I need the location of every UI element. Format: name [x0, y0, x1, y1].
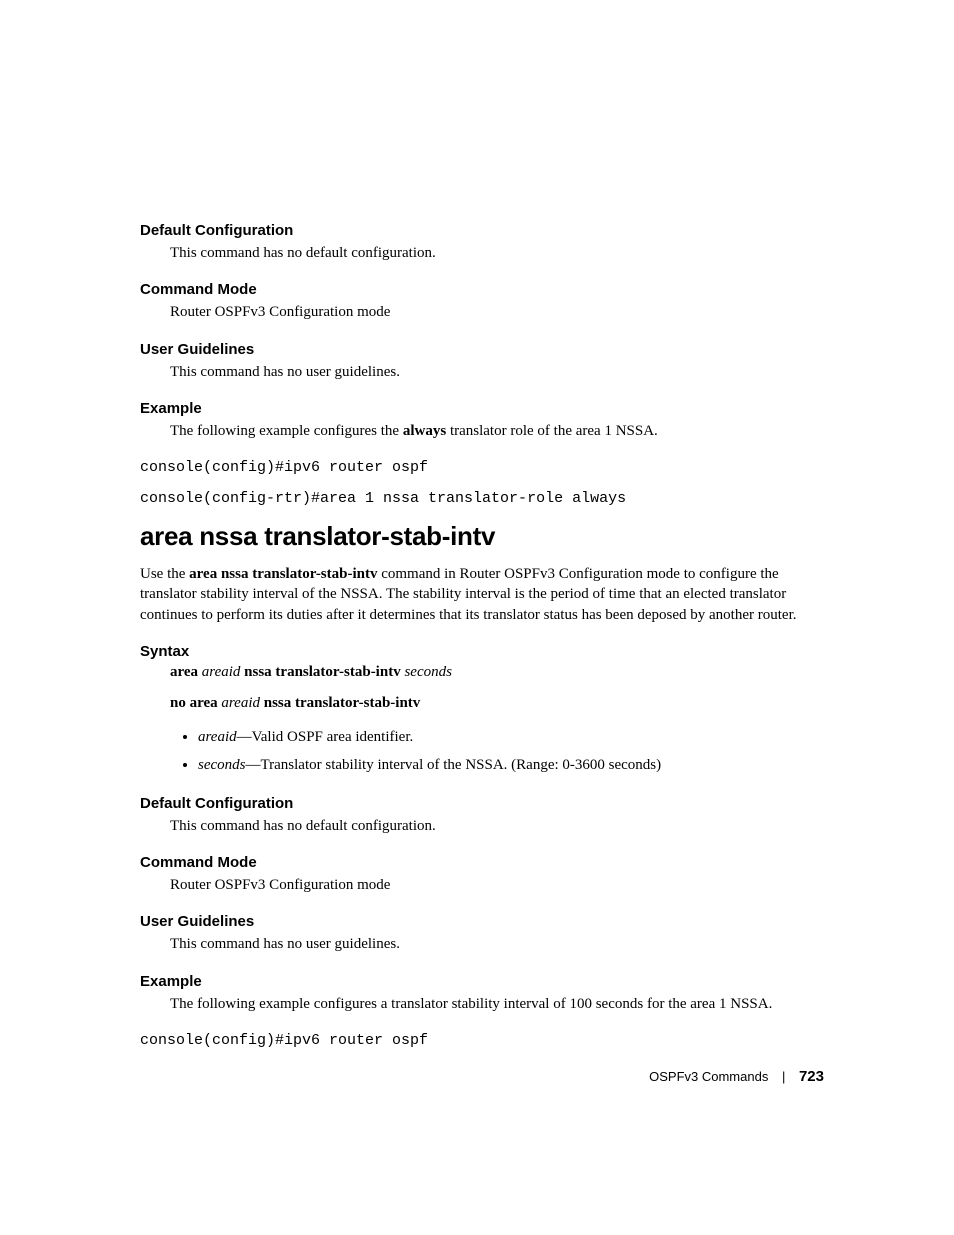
syntax2-b1: no area — [170, 695, 221, 711]
heading-command-mode-2: Command Mode — [140, 854, 824, 871]
text-example-intro-2: The following example configures a trans… — [170, 994, 824, 1014]
example2-cmd1: console(config)#ipv6 router ospf — [140, 1032, 824, 1049]
example1-cmd2: console(config-rtr)#area 1 nssa translat… — [140, 490, 824, 507]
bullet-areaid: areaid—Valid OSPF area identifier. — [198, 726, 824, 749]
text-command-mode-2: Router OSPFv3 Configuration mode — [170, 875, 824, 895]
heading-example-2: Example — [140, 973, 824, 990]
syntax-bullets: areaid—Valid OSPF area identifier. secon… — [170, 726, 824, 777]
heading-default-config-1: Default Configuration — [140, 222, 824, 239]
syntax1-b2: nssa translator-stab-intv — [240, 664, 404, 680]
example1-intro-pre: The following example configures the — [170, 423, 403, 439]
text-user-guidelines-1: This command has no user guidelines. — [170, 362, 824, 382]
text-user-guidelines-2: This command has no user guidelines. — [170, 934, 824, 954]
page-footer: OSPFv3 Commands | 723 — [649, 1068, 824, 1085]
heading-syntax: Syntax — [140, 643, 824, 660]
heading-user-guidelines-1: User Guidelines — [140, 341, 824, 358]
heading-default-config-2: Default Configuration — [140, 795, 824, 812]
intro-pre: Use the — [140, 566, 189, 582]
text-default-config-2: This command has no default configuratio… — [170, 816, 824, 836]
syntax1-b1: area — [170, 664, 202, 680]
command-intro: Use the area nssa translator-stab-intv c… — [140, 564, 824, 625]
footer-section: OSPFv3 Commands — [649, 1069, 768, 1084]
example1-cmd1: console(config)#ipv6 router ospf — [140, 459, 824, 476]
heading-user-guidelines-2: User Guidelines — [140, 913, 824, 930]
syntax1-i1: areaid — [202, 664, 241, 680]
example1-intro-post: translator role of the area 1 NSSA. — [446, 423, 658, 439]
syntax1-i2: seconds — [404, 664, 452, 680]
footer-separator: | — [782, 1069, 785, 1084]
syntax2-b2: nssa translator-stab-intv — [260, 695, 420, 711]
footer-page-number: 723 — [799, 1068, 824, 1085]
bullet-seconds-param: seconds — [198, 757, 246, 773]
syntax-line-2: no area areaid nssa translator-stab-intv — [170, 695, 824, 712]
heading-example-1: Example — [140, 400, 824, 417]
command-title: area nssa translator-stab-intv — [140, 521, 824, 552]
heading-command-mode-1: Command Mode — [140, 281, 824, 298]
text-command-mode-1: Router OSPFv3 Configuration mode — [170, 302, 824, 322]
syntax2-i1: areaid — [221, 695, 260, 711]
bullet-areaid-desc: —Valid OSPF area identifier. — [237, 729, 414, 745]
page-content: Default Configuration This command has n… — [0, 0, 954, 1049]
bullet-seconds: seconds—Translator stability interval of… — [198, 754, 824, 777]
intro-bold: area nssa translator-stab-intv — [189, 566, 377, 582]
text-example-intro-1: The following example configures the alw… — [170, 421, 824, 441]
bullet-areaid-param: areaid — [198, 729, 237, 745]
bullet-seconds-desc: —Translator stability interval of the NS… — [246, 757, 662, 773]
text-default-config-1: This command has no default configuratio… — [170, 243, 824, 263]
syntax-line-1: area areaid nssa translator-stab-intv se… — [170, 664, 824, 681]
example1-intro-bold: always — [403, 423, 446, 439]
